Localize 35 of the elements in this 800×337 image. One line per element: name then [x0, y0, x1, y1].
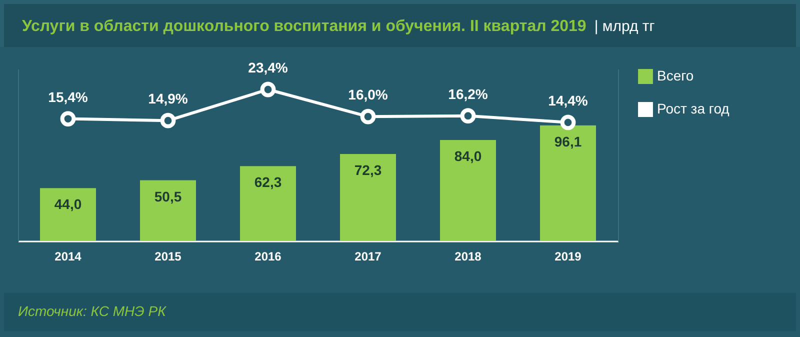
data-label: 84,0 — [454, 148, 482, 164]
x-tick-label: 2015 — [154, 250, 182, 264]
x-tick-label: 2019 — [554, 250, 582, 264]
data-label: 16,0% — [348, 86, 388, 103]
data-label: 62,3 — [254, 174, 282, 190]
data-label: 14,4% — [548, 92, 588, 108]
x-tick-label: 2016 — [254, 250, 282, 264]
bar — [340, 154, 396, 241]
chart-title: Услуги в области дошкольного воспитания и обучения. II квартал 2019 — [22, 18, 586, 35]
x-tick-label: 2014 — [54, 250, 82, 264]
bar — [440, 140, 496, 241]
point — [560, 114, 576, 130]
point — [460, 108, 476, 124]
data-label: 72,3 — [354, 162, 382, 178]
point — [360, 108, 376, 124]
legend-label: Рост за год — [657, 100, 730, 116]
chart-subtitle: | млрд тг — [594, 18, 655, 35]
x-tick-label: 2018 — [454, 250, 482, 264]
bar — [140, 180, 196, 241]
data-label: 44,0 — [54, 196, 82, 212]
data-label: 16,2% — [448, 86, 488, 102]
x-tick-label: 2017 — [354, 250, 382, 264]
bar — [240, 166, 296, 241]
data-label: 50,5 — [154, 188, 182, 204]
data-label: 14,9% — [148, 90, 188, 107]
legend-label: Всего — [657, 68, 694, 84]
text: Источник: КС МНЭ РК — [4, 293, 796, 331]
data-label: 15,4% — [48, 88, 88, 105]
point — [60, 111, 76, 126]
point — [160, 112, 176, 128]
data-label: 23,4% — [248, 59, 288, 76]
bar — [540, 125, 596, 241]
data-label: 96,1 — [554, 133, 582, 150]
point — [260, 82, 276, 98]
bar — [40, 188, 96, 241]
